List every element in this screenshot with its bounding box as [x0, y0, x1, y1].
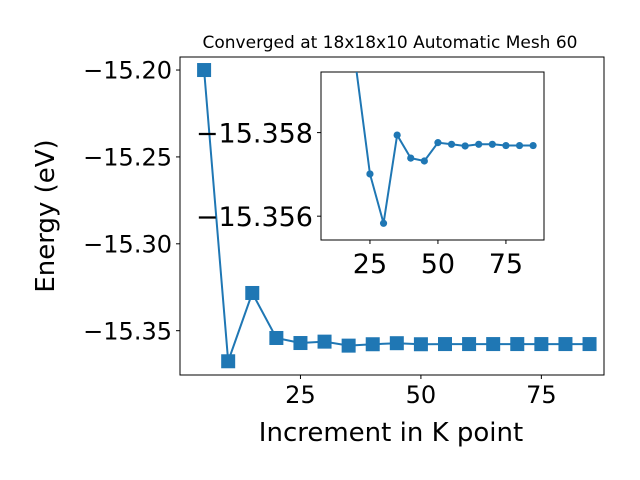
main-data-point [558, 337, 573, 352]
main-data-point [245, 285, 260, 300]
inset-series [355, 72, 537, 227]
inset-y-tick-label: −15.358 [196, 118, 313, 149]
inset-data-point [515, 141, 524, 150]
main-data-point [582, 337, 597, 352]
main-data-point [221, 354, 236, 369]
main-x-tick-label: 50 [406, 381, 437, 409]
main-y-tick-label: −15.20 [83, 57, 172, 85]
main-ticks: 25 50 75 −15.20 −15.25 −15.30 −15.35 [83, 57, 556, 409]
inset-x-tick-label: 25 [353, 249, 387, 280]
inset-plot-frame [320, 71, 545, 241]
main-data-point [365, 337, 380, 352]
inset-y-tick-label: −15.356 [196, 202, 313, 233]
main-data-point [413, 337, 428, 352]
x-axis-label: Increment in K point [259, 418, 523, 448]
inset-data-point [488, 140, 496, 148]
main-data-point [293, 336, 308, 351]
main-data-point [317, 334, 332, 349]
inset-x-tick-label: 75 [489, 249, 523, 280]
inset-x-tick-label: 50 [421, 249, 455, 280]
inset-data-point [502, 141, 510, 150]
inset-axes: 25 50 75 −15.358 −15.356 [196, 71, 545, 280]
main-y-tick-label: −15.30 [83, 230, 172, 258]
inset-data-point [475, 140, 483, 148]
main-data-point [341, 338, 356, 353]
main-data-point [269, 330, 284, 345]
chart-title: Converged at 18x18x10 Automatic Mesh 60 [203, 33, 578, 53]
y-axis-label: Energy (eV) [31, 139, 61, 292]
main-data-point [510, 337, 525, 352]
inset-data-point [407, 154, 415, 162]
main-data-point [438, 337, 452, 352]
inset-data-point [393, 131, 401, 139]
main-data-point [486, 337, 501, 352]
inset-data-point [379, 219, 388, 227]
inset-data-point [420, 157, 428, 165]
main-data-point [462, 337, 477, 352]
inset-ticks: 25 50 75 −15.358 −15.356 [196, 118, 523, 280]
inset-data-point [529, 141, 537, 150]
main-data-point [197, 63, 212, 78]
main-data-point [389, 336, 404, 351]
inset-data-point [366, 170, 374, 178]
main-data-point [534, 337, 549, 352]
main-x-tick-label: 25 [285, 381, 316, 409]
main-y-tick-label: −15.35 [83, 317, 172, 345]
inset-data-point [447, 140, 456, 148]
main-x-tick-label: 75 [526, 381, 557, 409]
main-series [197, 63, 597, 369]
inset-data-point [461, 142, 469, 150]
main-y-tick-label: −15.25 [83, 144, 172, 172]
inset-data-point [434, 139, 442, 147]
